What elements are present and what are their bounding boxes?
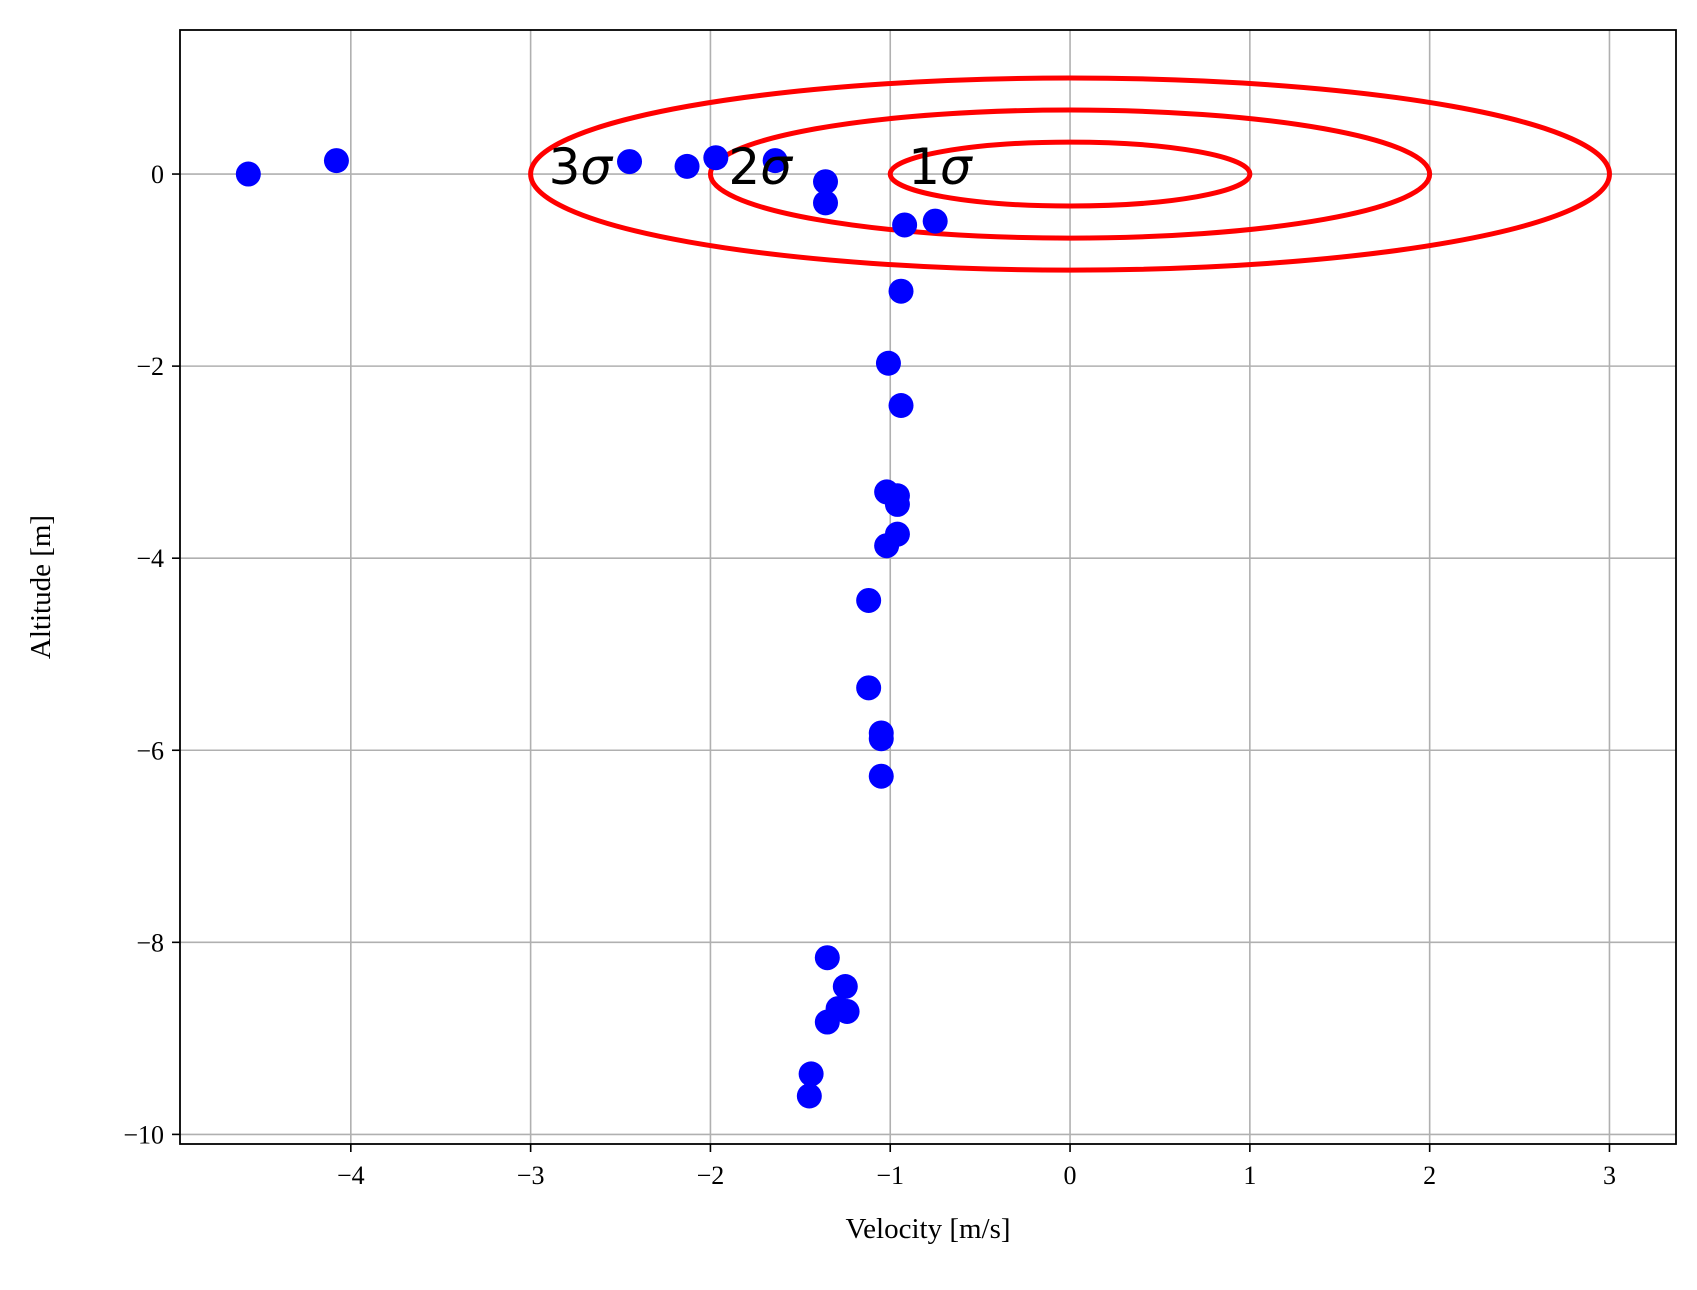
data-point [832, 974, 858, 1000]
plot-area-frame [179, 29, 1677, 1145]
data-point [884, 491, 910, 517]
data-point [814, 1009, 840, 1035]
sigma-annotation: 3σ [549, 138, 614, 196]
y-tick-label: −10 [123, 1120, 164, 1149]
x-tick-label: −4 [337, 1161, 365, 1190]
data-point [856, 587, 882, 613]
x-tick-label: −3 [517, 1161, 545, 1190]
y-tick-label: −2 [136, 352, 164, 381]
sigma-ellipse [887, 139, 1253, 209]
x-tick-label: 1 [1243, 1161, 1256, 1190]
data-point [834, 998, 860, 1024]
data-point [235, 161, 261, 187]
data-points [235, 145, 948, 1109]
data-point [874, 533, 900, 559]
grid [180, 30, 1676, 1144]
x-tick-label: −1 [876, 1161, 904, 1190]
sigma-ellipse [528, 75, 1612, 273]
data-point [875, 350, 901, 376]
sigma-annotations: 1σ 2σ 3σ [549, 138, 973, 196]
data-point [814, 945, 840, 971]
data-point [922, 208, 948, 234]
data-point [674, 153, 700, 179]
sigma-ellipse [707, 107, 1433, 241]
y-axis-label: Altitude [m] [25, 515, 57, 659]
x-axis-label: Velocity [m/s] [845, 1213, 1010, 1245]
data-point [868, 763, 894, 789]
x-tick-label: 3 [1603, 1161, 1616, 1190]
data-point [762, 148, 788, 174]
data-point [813, 190, 839, 216]
x-tick-label: 2 [1423, 1161, 1436, 1190]
y-tick-label: −8 [136, 928, 164, 957]
data-point [798, 1061, 824, 1087]
data-point [888, 278, 914, 304]
data-point [856, 675, 882, 701]
data-point [813, 169, 839, 195]
data-point [796, 1083, 822, 1109]
data-point [892, 212, 918, 238]
data-point [868, 726, 894, 752]
sigma-annotation: 1σ [908, 138, 973, 196]
sigma-annotation: 2σ [728, 138, 793, 196]
x-tick-label: −2 [697, 1161, 725, 1190]
data-point [703, 145, 729, 171]
y-tick-label: −6 [136, 736, 164, 765]
sigma-ellipses [528, 75, 1612, 273]
data-point [617, 149, 643, 175]
x-tick-label: 0 [1064, 1161, 1077, 1190]
data-point [888, 392, 914, 418]
y-tick-label: 0 [151, 160, 164, 189]
axis-ticks: −4 −3 −2 −1 0 1 2 30−2−4−6−8−10 [123, 160, 1616, 1190]
data-point [323, 148, 349, 174]
y-tick-label: −4 [136, 544, 164, 573]
